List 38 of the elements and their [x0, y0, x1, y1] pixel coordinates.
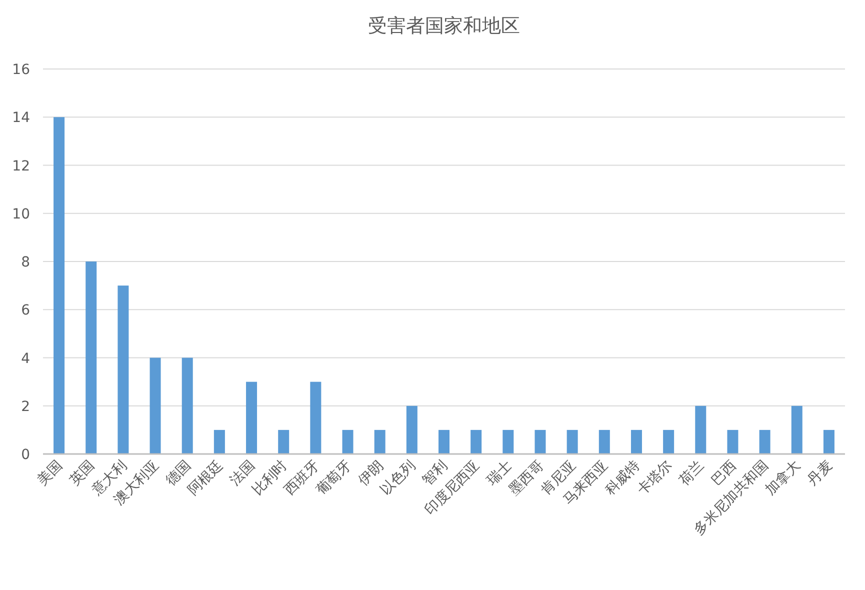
y-tick-label: 0 [21, 447, 30, 463]
bar [214, 430, 225, 454]
y-tick-label: 10 [12, 206, 30, 222]
bar [470, 430, 482, 454]
y-tick-label: 6 [21, 302, 30, 319]
x-tick-label: 美国 [34, 458, 66, 489]
y-tick-label: 14 [12, 110, 30, 126]
bar [374, 430, 386, 454]
bar [438, 430, 450, 454]
bar [310, 382, 322, 454]
bar [502, 430, 514, 454]
bar [759, 430, 770, 454]
bar [598, 430, 610, 454]
y-tick-label: 2 [21, 398, 30, 415]
bar [630, 430, 642, 454]
bar [246, 382, 258, 454]
bar [663, 430, 674, 454]
bar [54, 117, 65, 454]
chart-title: 受害者国家和地区 [368, 15, 520, 37]
bar [118, 286, 129, 454]
bar [86, 262, 97, 454]
bar [534, 430, 546, 454]
bar [342, 430, 354, 454]
bar [727, 430, 738, 454]
x-tick-label: 荷兰 [676, 458, 708, 489]
bar [823, 430, 834, 454]
y-tick-label: 16 [12, 62, 30, 78]
bar [182, 358, 193, 454]
bar [695, 406, 706, 454]
bar [791, 406, 802, 454]
y-tick-label: 4 [21, 350, 30, 367]
bar [278, 430, 290, 454]
y-tick-label: 8 [21, 254, 30, 270]
bar [150, 358, 161, 454]
bar [566, 430, 578, 454]
x-tick-label: 丹麦 [804, 458, 836, 489]
y-tick-label: 12 [12, 158, 30, 174]
bar [406, 406, 418, 454]
